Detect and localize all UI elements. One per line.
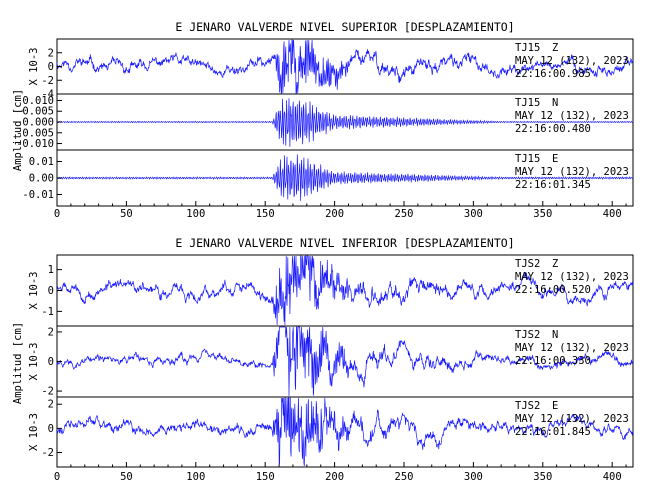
y-axis-label: Amplitud [cm]: [12, 322, 24, 404]
waveform-line: [56, 326, 634, 397]
chart-title: E JENARO VALVERDE NIVEL INFERIOR [DESPLA…: [175, 236, 514, 250]
component-label: N: [552, 329, 558, 341]
time-label: 22:16:01.345: [515, 179, 591, 191]
y-tick-label: 2: [48, 47, 54, 59]
time-label: 22:16:00.480: [515, 123, 591, 135]
chart-1: E JENARO VALVERDE NIVEL SUPERIOR [DESPLA…: [12, 20, 634, 220]
x-tick-label: 150: [256, 471, 275, 483]
waveform-line: [56, 397, 634, 467]
time-label: 22:16:00.985: [515, 68, 591, 80]
y-tick-label: 0.010: [22, 95, 54, 107]
component-label: E: [552, 153, 558, 165]
station-label: TJS2: [515, 329, 540, 341]
chart-2: E JENARO VALVERDE NIVEL INFERIOR [DESPLA…: [12, 236, 634, 483]
x-tick-label: 100: [186, 208, 205, 220]
scale-label: X 10-3: [28, 413, 40, 451]
waveform-line: [56, 154, 634, 201]
y-tick-label: 0.01: [29, 156, 54, 168]
station-label: TJ15: [515, 97, 540, 109]
date-label: MAY 12 (132), 2023: [515, 342, 629, 354]
station-label: TJ15: [515, 42, 540, 54]
y-tick-label: -0.010: [16, 138, 54, 150]
y-tick-label: -2: [41, 75, 54, 87]
chart-title: E JENARO VALVERDE NIVEL SUPERIOR [DESPLA…: [175, 20, 514, 34]
waveform-line: [56, 255, 634, 326]
scale-label: X 10-3: [28, 272, 40, 310]
x-tick-label: 200: [325, 471, 344, 483]
y-tick-label: 0: [48, 285, 54, 297]
y-tick-label: -0.01: [22, 189, 54, 201]
waveform-line: [56, 39, 634, 94]
time-label: 22:16:00.520: [515, 284, 591, 296]
x-tick-label: 250: [395, 471, 414, 483]
x-tick-label: 300: [464, 208, 483, 220]
x-tick-label: 400: [603, 471, 622, 483]
x-tick-label: 150: [256, 208, 275, 220]
y-tick-label: 0: [48, 356, 54, 368]
date-label: MAY 12 (132), 2023: [515, 55, 629, 67]
component-label: Z: [552, 258, 558, 270]
x-tick-label: 250: [395, 208, 414, 220]
y-tick-label: 0.00: [29, 173, 54, 185]
y-tick-label: 0: [48, 423, 54, 435]
date-label: MAY 12 (132), 2023: [515, 271, 629, 283]
component-label: E: [552, 400, 558, 412]
y-tick-label: 2: [48, 399, 54, 411]
y-axis-label: Amplitud [cm]: [12, 89, 24, 171]
y-tick-label: -0.005: [16, 127, 54, 139]
component-label: Z: [552, 42, 558, 54]
component-label: N: [552, 97, 558, 109]
time-label: 22:16:01.845: [515, 426, 591, 438]
date-label: MAY 12 (132), 2023: [515, 413, 629, 425]
y-tick-label: 1: [48, 264, 54, 276]
scale-label: X 10-3: [28, 343, 40, 381]
x-tick-label: 300: [464, 471, 483, 483]
y-tick-label: -4: [41, 89, 54, 101]
y-tick-label: -2: [41, 386, 54, 398]
date-label: MAY 12 (132), 2023: [515, 166, 629, 178]
x-tick-label: 350: [533, 471, 552, 483]
x-tick-label: 200: [325, 208, 344, 220]
station-label: TJS2: [515, 258, 540, 270]
y-tick-label: 0: [48, 61, 54, 73]
x-tick-label: 350: [533, 208, 552, 220]
waveform-line: [57, 98, 634, 147]
x-tick-label: 400: [603, 208, 622, 220]
station-label: TJ15: [515, 153, 540, 165]
y-tick-label: -2: [41, 447, 54, 459]
y-tick-label: 2: [48, 326, 54, 338]
x-tick-label: 100: [186, 471, 205, 483]
x-tick-label: 0: [54, 208, 60, 220]
y-tick-label: 0.000: [22, 117, 54, 129]
x-tick-label: 50: [120, 208, 133, 220]
y-tick-label: -1: [41, 306, 54, 318]
y-tick-label: 0.005: [22, 106, 54, 118]
time-label: 22:16:00.330: [515, 355, 591, 367]
x-tick-label: 50: [120, 471, 133, 483]
date-label: MAY 12 (132), 2023: [515, 110, 629, 122]
x-tick-label: 0: [54, 471, 60, 483]
station-label: TJS2: [515, 400, 540, 412]
scale-label: X 10-3: [28, 48, 40, 86]
